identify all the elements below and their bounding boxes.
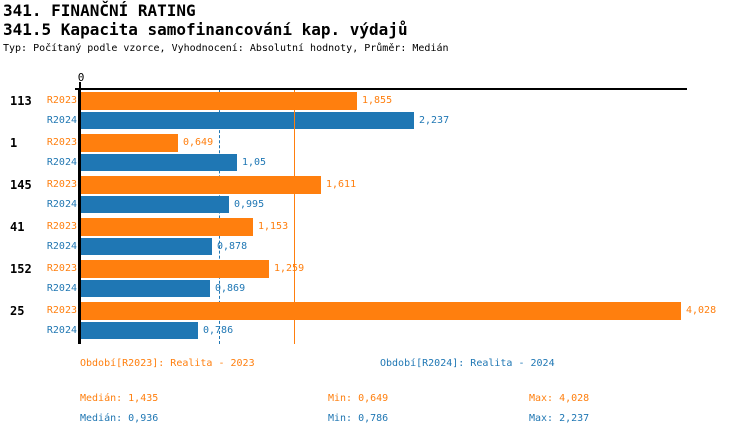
bar-value-r2024-152: 0,869 bbox=[215, 283, 246, 294]
bar-r2024-41 bbox=[81, 238, 212, 255]
series-label-r2023-113: R2023 bbox=[46, 95, 77, 106]
series-label-r2023-41: R2023 bbox=[46, 221, 77, 232]
bar-r2023-41 bbox=[81, 218, 253, 236]
bar-value-r2024-41: 0,878 bbox=[217, 241, 248, 252]
median-gridline-r2024 bbox=[219, 90, 220, 344]
x-axis-tick bbox=[79, 82, 81, 89]
chart-meta-line: Typ: Počítaný podle vzorce, Vyhodnocení:… bbox=[3, 43, 449, 54]
stat-median-r2023: Medián: 1,435 bbox=[80, 393, 159, 404]
median-gridline-r2023 bbox=[294, 90, 295, 344]
stat-max-r2024: Max: 2,237 bbox=[529, 413, 590, 424]
page-title: 341. FINANČNÍ RATING bbox=[3, 1, 196, 20]
series-label-r2024-113: R2024 bbox=[46, 115, 77, 126]
bar-r2024-152 bbox=[81, 280, 210, 297]
group-label-113: 113 bbox=[10, 94, 32, 108]
stat-median-r2024: Medián: 0,936 bbox=[80, 413, 159, 424]
series-label-r2024-145: R2024 bbox=[46, 199, 77, 210]
stat-max-r2023: Max: 4,028 bbox=[529, 393, 590, 404]
bar-value-r2024-145: 0,995 bbox=[234, 199, 265, 210]
series-label-r2024-41: R2024 bbox=[46, 241, 77, 252]
bar-value-r2024-113: 2,237 bbox=[419, 115, 450, 126]
bar-r2023-145 bbox=[81, 176, 321, 194]
bar-r2024-25 bbox=[81, 322, 198, 339]
bar-r2023-152 bbox=[81, 260, 269, 278]
series-label-r2023-1: R2023 bbox=[46, 137, 77, 148]
series-label-r2023-25: R2023 bbox=[46, 305, 77, 316]
bar-r2023-25 bbox=[81, 302, 681, 320]
stat-min-r2023: Min: 0,649 bbox=[328, 393, 389, 404]
bar-value-r2024-1: 1,05 bbox=[242, 157, 267, 168]
bar-value-r2023-1: 0,649 bbox=[183, 137, 214, 148]
page-subtitle: 341.5 Kapacita samofinancování kap. výda… bbox=[3, 20, 408, 39]
bar-value-r2023-152: 1,259 bbox=[274, 263, 305, 274]
x-axis-zero-label: 0 bbox=[77, 71, 85, 84]
bar-r2024-145 bbox=[81, 196, 229, 213]
group-label-1: 1 bbox=[10, 136, 18, 150]
group-label-25: 25 bbox=[10, 304, 25, 318]
series-label-r2023-145: R2023 bbox=[46, 179, 77, 190]
bar-value-r2023-41: 1,153 bbox=[258, 221, 289, 232]
series-label-r2023-152: R2023 bbox=[46, 263, 77, 274]
bar-value-r2023-25: 4,028 bbox=[686, 305, 717, 316]
group-label-145: 145 bbox=[10, 178, 32, 192]
series-label-r2024-1: R2024 bbox=[46, 157, 77, 168]
bar-value-r2023-145: 1,611 bbox=[326, 179, 357, 190]
legend-r2023: Období[R2023]: Realita - 2023 bbox=[80, 358, 255, 369]
group-label-152: 152 bbox=[10, 262, 32, 276]
legend-r2024: Období[R2024]: Realita - 2024 bbox=[380, 358, 555, 369]
bar-r2024-1 bbox=[81, 154, 237, 171]
group-label-41: 41 bbox=[10, 220, 25, 234]
x-axis-line bbox=[75, 88, 687, 90]
bar-value-r2023-113: 1,855 bbox=[362, 95, 393, 106]
y-axis-line bbox=[78, 90, 81, 344]
series-label-r2024-25: R2024 bbox=[46, 325, 77, 336]
stat-min-r2024: Min: 0,786 bbox=[328, 413, 389, 424]
bar-r2024-113 bbox=[81, 112, 414, 129]
bar-r2023-113 bbox=[81, 92, 357, 110]
series-label-r2024-152: R2024 bbox=[46, 283, 77, 294]
bar-r2023-1 bbox=[81, 134, 178, 152]
bar-value-r2024-25: 0,786 bbox=[203, 325, 234, 336]
